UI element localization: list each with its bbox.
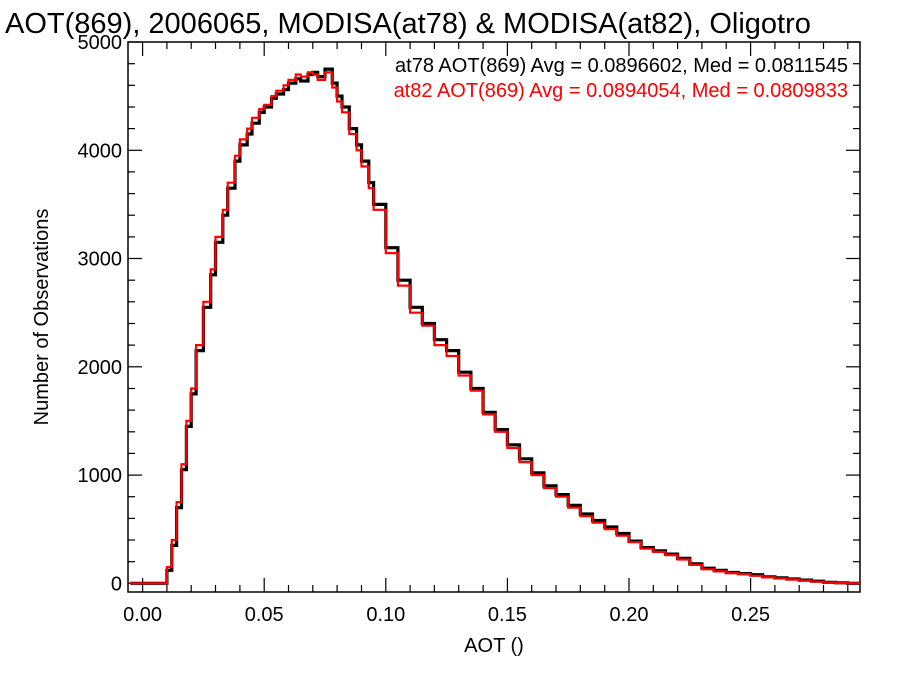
x-tick-label: 0.00 [123,604,162,626]
y-tick-label: 4000 [78,140,123,162]
y-tick-label: 0 [111,573,122,595]
x-axis-label: AOT () [464,635,524,657]
x-tick-label: 0.20 [610,604,649,626]
y-tick-label: 1000 [78,465,123,487]
series-annotation-at82: at82 AOT(869) Avg = 0.0894054, Med = 0.0… [394,80,848,102]
y-tick-label: 2000 [78,357,123,379]
series-annotation-at78: at78 AOT(869) Avg = 0.0896602, Med = 0.0… [395,55,848,77]
x-tick-label: 0.05 [245,604,284,626]
series-layer [130,67,860,585]
x-tick-label: 0.10 [366,604,405,626]
x-axis: 0.00 0.05 0.10 0.15 0.20 0.25 [123,42,849,626]
y-tick-label: 3000 [78,249,123,271]
y-axis: 0 1000 2000 3000 4000 5000 [78,32,860,595]
plot-frame [127,41,861,593]
x-tick-label: 0.25 [731,604,770,626]
x-tick-label: 0.15 [488,604,527,626]
chart-title: AOT(869), 2006065, MODISA(at78) & MODISA… [5,8,811,40]
y-tick-label: 5000 [78,32,123,54]
y-axis-label: Number of Observations [31,209,53,426]
series-line-at82 [130,71,860,585]
